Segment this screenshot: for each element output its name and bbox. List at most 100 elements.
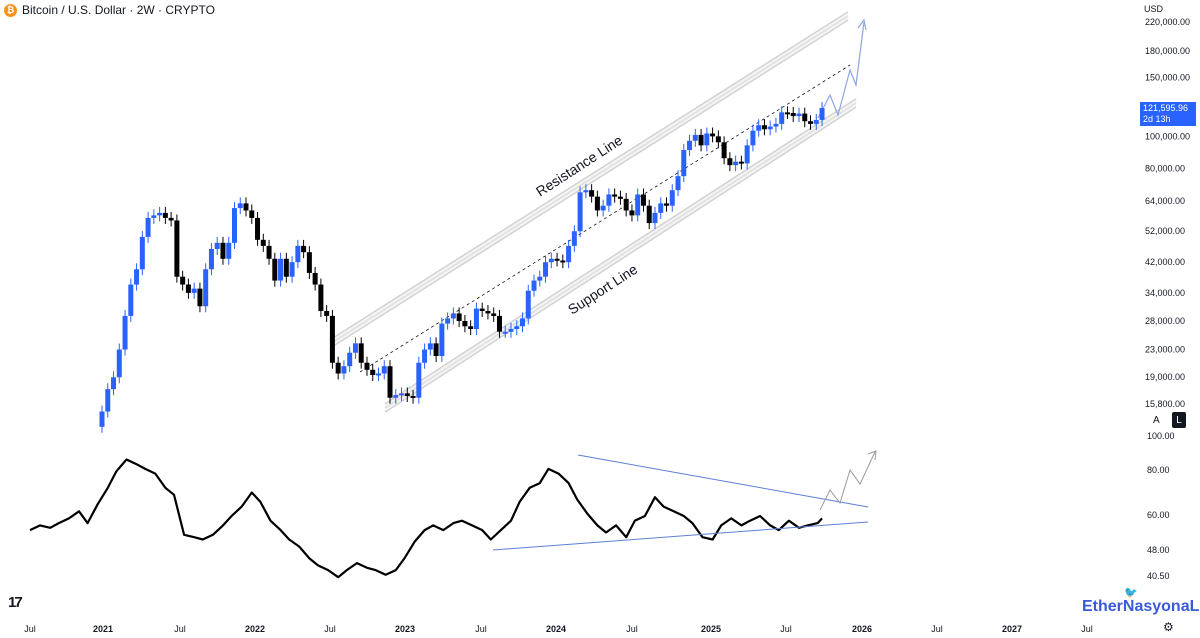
oscillator-tick-label: 100.00 — [1147, 431, 1175, 441]
price-tick-label: 220,000.00 — [1145, 17, 1190, 27]
candle — [289, 262, 295, 277]
time-tick-label: Jul — [475, 624, 487, 634]
price-tick-label: 19,000.00 — [1145, 372, 1185, 382]
candle — [174, 220, 180, 277]
chart-header[interactable]: ₿ Bitcoin / U.S. Dollar · 2W · CRYPTO — [4, 2, 215, 18]
watermark: 🐦 EtherNasyonaL — [1082, 588, 1199, 616]
candle — [808, 121, 814, 124]
candle — [375, 373, 381, 376]
candle — [151, 215, 157, 218]
candle — [214, 242, 220, 249]
candle — [525, 290, 531, 319]
candle — [543, 262, 549, 277]
price-tick-label: 100,000.00 — [1145, 131, 1190, 141]
candle — [272, 258, 278, 281]
candle — [813, 119, 819, 124]
candle — [180, 276, 186, 285]
candle — [134, 269, 140, 285]
candle — [139, 236, 145, 270]
candle — [796, 113, 802, 117]
candle — [491, 313, 497, 316]
candle — [220, 242, 226, 259]
time-tick-label: Jul — [780, 624, 792, 634]
candle — [767, 126, 773, 130]
candle — [548, 258, 554, 263]
currency-button[interactable]: USD — [1144, 4, 1164, 14]
candle — [105, 389, 111, 412]
time-tick-label: Jul — [24, 624, 36, 634]
candle — [439, 323, 445, 356]
candle — [675, 176, 681, 191]
candle — [704, 133, 710, 146]
candle — [721, 142, 727, 159]
candle — [531, 280, 537, 291]
candle — [669, 190, 675, 206]
candle — [243, 203, 249, 211]
candle — [583, 190, 589, 193]
candle — [329, 315, 335, 363]
candle — [324, 310, 330, 316]
candle — [554, 258, 560, 261]
gear-icon[interactable]: ⚙ — [1163, 620, 1174, 634]
candle — [560, 260, 566, 263]
time-tick-label: Jul — [626, 624, 638, 634]
candle — [617, 196, 623, 199]
bar-countdown: 2d 13h — [1143, 114, 1171, 124]
oscillator-upper-trendline — [577, 454, 869, 508]
candle — [445, 318, 451, 324]
candle — [566, 245, 572, 263]
candle — [370, 369, 376, 375]
price-tick-label: 15,800.00 — [1145, 399, 1185, 409]
candle — [341, 366, 347, 374]
price-axis[interactable]: 220,000.00 180,000.00 150,000.00 100,000.00… — [1145, 17, 1190, 409]
price-tick-label: 150,000.00 — [1145, 73, 1190, 83]
candle — [237, 203, 243, 209]
candle — [589, 190, 595, 197]
candle — [744, 145, 750, 164]
candle — [600, 205, 606, 211]
candle — [381, 366, 387, 374]
candle — [733, 161, 739, 166]
time-axis[interactable]: Jul 2021 Jul 2022 Jul 2023 Jul 2024 Jul 2025 Jul 20… — [24, 624, 1093, 634]
oscillator-axis[interactable]: 100.00 80.00 60.00 48.00 40.50 — [1147, 431, 1175, 581]
candle — [249, 210, 255, 218]
candle — [122, 315, 128, 350]
candle — [352, 343, 358, 353]
candle — [283, 258, 289, 277]
candle — [197, 288, 203, 307]
price-tick-label: 64,000.00 — [1145, 196, 1185, 206]
last-price-value: 121,595.96 — [1143, 103, 1189, 113]
candle — [473, 308, 479, 329]
candle — [727, 158, 733, 166]
tradingview-logo[interactable]: 17 — [8, 594, 23, 611]
candle — [646, 205, 652, 224]
candle — [162, 212, 168, 218]
price-tick-label: 180,000.00 — [1145, 46, 1190, 56]
candle — [433, 343, 439, 356]
candle — [773, 123, 779, 127]
candle — [738, 161, 744, 164]
candle — [514, 326, 520, 329]
price-channel — [329, 11, 867, 413]
price-tick-label: 34,000.00 — [1145, 288, 1185, 298]
symbol-title: Bitcoin / U.S. Dollar · 2W · CRYPTO — [22, 3, 215, 17]
candle — [312, 272, 318, 285]
candle — [399, 393, 405, 396]
candle — [456, 313, 462, 322]
candle — [802, 113, 808, 122]
candle — [318, 284, 324, 311]
price-tick-label: 28,000.00 — [1145, 316, 1185, 326]
log-scale-button[interactable]: L — [1172, 412, 1186, 428]
price-tick-label: 80,000.00 — [1145, 164, 1185, 174]
oscillator-projection-arrowhead — [867, 450, 877, 461]
auto-scale-button[interactable]: A — [1153, 415, 1160, 426]
candle — [99, 411, 105, 427]
candle — [652, 212, 658, 224]
candle — [358, 343, 364, 363]
candle — [116, 349, 122, 378]
oscillator-tick-label: 60.00 — [1147, 510, 1170, 520]
candle — [203, 269, 209, 307]
time-tick-label: 2022 — [245, 624, 265, 634]
candle — [260, 239, 266, 246]
